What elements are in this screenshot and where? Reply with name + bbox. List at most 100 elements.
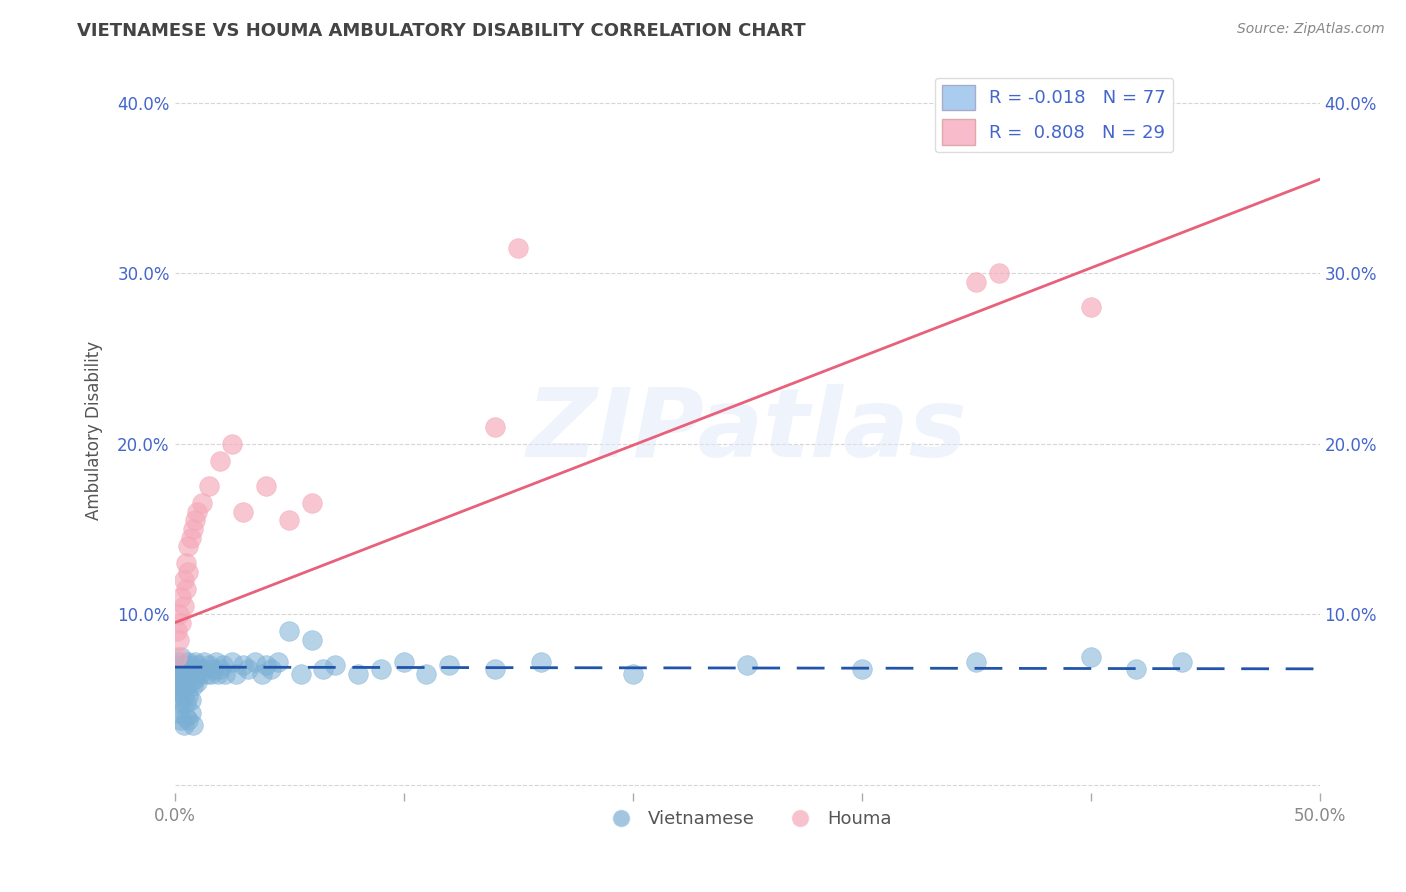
Point — [173, 672, 195, 686]
Point — [170, 615, 193, 630]
Point — [965, 655, 987, 669]
Point — [167, 607, 190, 622]
Point — [184, 672, 207, 686]
Point — [167, 692, 190, 706]
Point — [184, 513, 207, 527]
Point — [180, 675, 202, 690]
Point — [186, 658, 208, 673]
Point — [965, 275, 987, 289]
Point — [177, 713, 200, 727]
Point — [170, 649, 193, 664]
Text: Source: ZipAtlas.com: Source: ZipAtlas.com — [1237, 22, 1385, 37]
Text: ZIPatlas: ZIPatlas — [527, 384, 967, 477]
Point — [370, 662, 392, 676]
Point — [346, 667, 368, 681]
Point — [209, 454, 232, 468]
Point — [200, 667, 222, 681]
Point — [506, 241, 529, 255]
Point — [166, 684, 188, 698]
Point — [198, 658, 221, 673]
Point — [290, 667, 312, 681]
Point — [207, 667, 229, 681]
Point — [173, 599, 195, 613]
Point — [266, 655, 288, 669]
Point — [170, 713, 193, 727]
Point — [323, 658, 346, 673]
Point — [170, 696, 193, 710]
Point — [211, 658, 233, 673]
Point — [1125, 662, 1147, 676]
Point — [530, 655, 553, 669]
Point — [181, 662, 204, 676]
Point — [202, 662, 225, 676]
Point — [181, 522, 204, 536]
Point — [415, 667, 437, 681]
Point — [621, 667, 644, 681]
Point — [177, 655, 200, 669]
Point — [260, 662, 283, 676]
Point — [173, 573, 195, 587]
Point — [221, 436, 243, 450]
Point — [392, 655, 415, 669]
Point — [180, 531, 202, 545]
Point — [204, 655, 226, 669]
Point — [232, 505, 254, 519]
Point — [174, 662, 197, 676]
Point — [167, 706, 190, 721]
Point — [195, 667, 218, 681]
Point — [174, 709, 197, 723]
Point — [250, 667, 273, 681]
Point — [173, 689, 195, 703]
Point — [232, 658, 254, 673]
Legend: Vietnamese, Houma: Vietnamese, Houma — [596, 803, 898, 835]
Point — [312, 662, 335, 676]
Point — [198, 479, 221, 493]
Point — [851, 662, 873, 676]
Point — [177, 539, 200, 553]
Point — [166, 649, 188, 664]
Point — [191, 496, 214, 510]
Point — [174, 582, 197, 596]
Point — [236, 662, 259, 676]
Point — [177, 565, 200, 579]
Point — [221, 655, 243, 669]
Point — [167, 662, 190, 676]
Point — [167, 655, 190, 669]
Point — [180, 658, 202, 673]
Point — [225, 667, 247, 681]
Point — [186, 505, 208, 519]
Point — [278, 624, 301, 639]
Point — [170, 679, 193, 693]
Point — [301, 632, 323, 647]
Point — [1080, 300, 1102, 314]
Point — [254, 658, 277, 673]
Point — [301, 496, 323, 510]
Point — [166, 667, 188, 681]
Point — [484, 419, 506, 434]
Point — [191, 662, 214, 676]
Point — [254, 479, 277, 493]
Point — [170, 591, 193, 605]
Text: VIETNAMESE VS HOUMA AMBULATORY DISABILITY CORRELATION CHART: VIETNAMESE VS HOUMA AMBULATORY DISABILIT… — [77, 22, 806, 40]
Point — [181, 718, 204, 732]
Point — [439, 658, 461, 673]
Point — [173, 718, 195, 732]
Y-axis label: Ambulatory Disability: Ambulatory Disability — [86, 342, 103, 521]
Point — [174, 696, 197, 710]
Point — [177, 689, 200, 703]
Point — [214, 667, 236, 681]
Point — [166, 658, 188, 673]
Point — [174, 556, 197, 570]
Point — [174, 679, 197, 693]
Point — [1080, 649, 1102, 664]
Point — [188, 667, 211, 681]
Point — [180, 692, 202, 706]
Point — [186, 675, 208, 690]
Point — [988, 266, 1011, 280]
Point — [735, 658, 758, 673]
Point — [484, 662, 506, 676]
Point — [243, 655, 266, 669]
Point — [173, 658, 195, 673]
Point — [166, 679, 188, 693]
Point — [170, 667, 193, 681]
